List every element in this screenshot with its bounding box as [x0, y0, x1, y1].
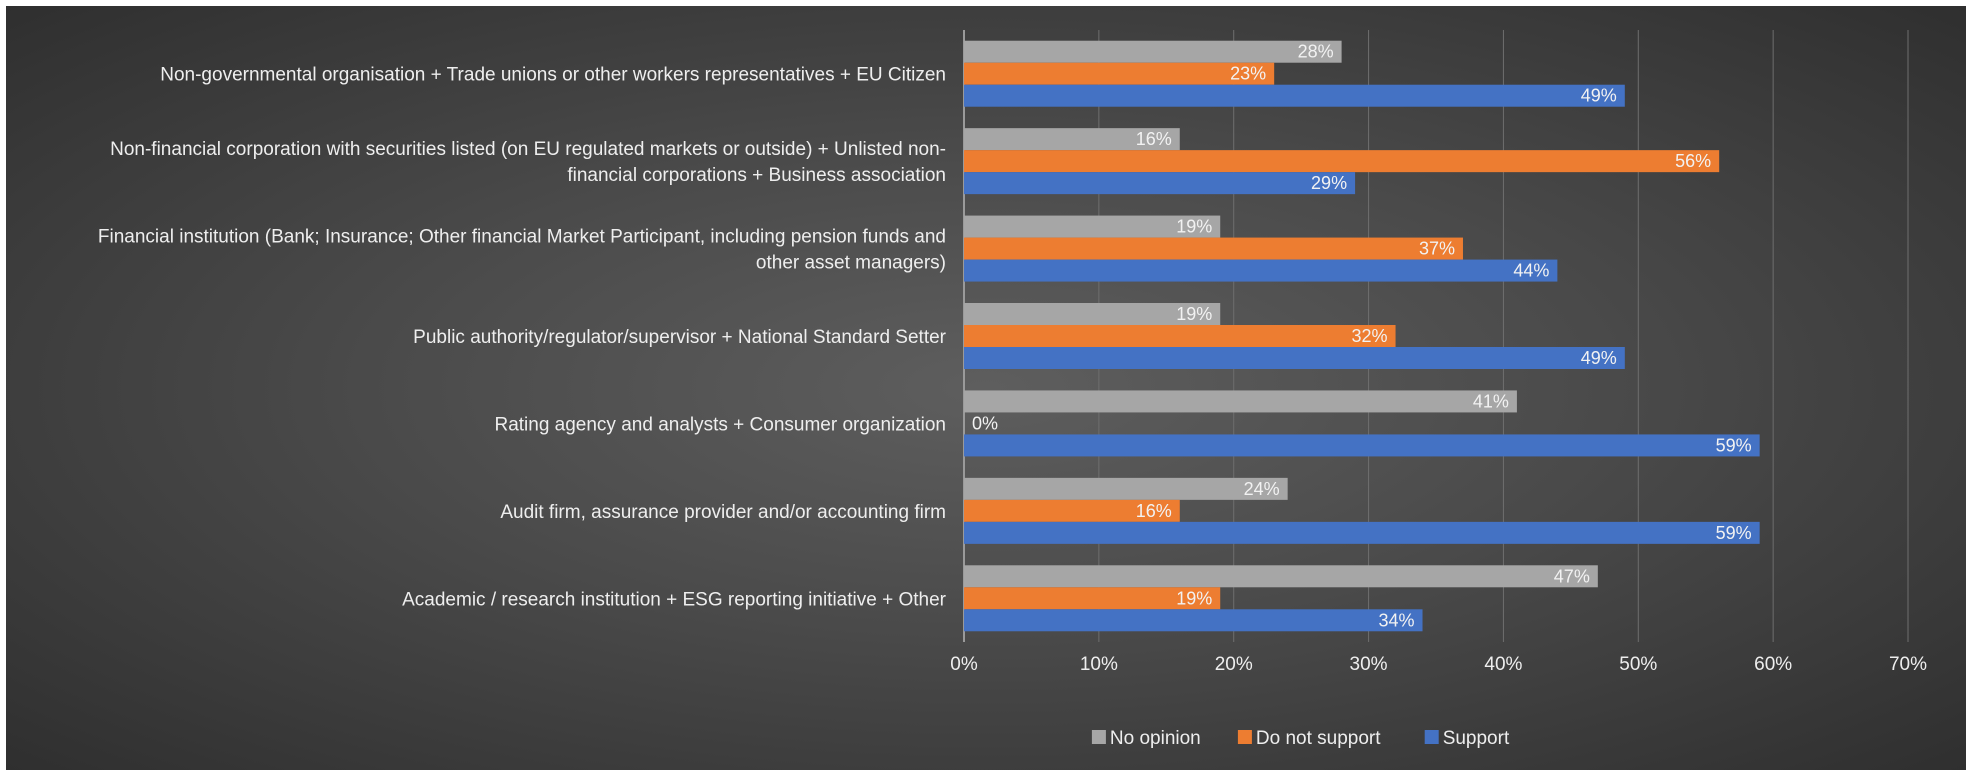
bar-do-not-support [964, 499, 1180, 522]
x-tick-label: 70% [1889, 654, 1927, 675]
data-label: 47% [1554, 566, 1590, 586]
bar-chart: 28% 16% 19% 19% 41% 24% 47% 23% 56% 37% 32% 0% 16% 19… [98, 30, 1927, 749]
legend-swatch [1091, 730, 1106, 744]
data-label: 41% [1473, 391, 1509, 411]
legend-swatch [1424, 730, 1439, 744]
data-label: 29% [1311, 173, 1347, 193]
legend-swatch [1237, 730, 1252, 744]
category-labels: Non-governmental organisation + Trade un… [98, 65, 947, 611]
bar-support [964, 434, 1760, 457]
legend-label: Do not support [1256, 728, 1381, 749]
data-label: 37% [1419, 239, 1455, 259]
bar-no-opinion [964, 477, 1288, 500]
bar-do-not-support [964, 587, 1221, 610]
data-label: 23% [1230, 64, 1266, 84]
bar-do-not-support [964, 150, 1720, 173]
bar-no-opinion [964, 215, 1221, 238]
x-tick-label: 40% [1484, 654, 1522, 675]
category-label: Non-financial corporation with securitie… [110, 139, 946, 160]
legend-label: No opinion [1110, 728, 1201, 749]
bar-support [964, 84, 1625, 107]
x-tick-label: 0% [950, 654, 978, 675]
data-label: 19% [1176, 304, 1212, 324]
legend-label: Support [1443, 728, 1510, 749]
bar-no-opinion [964, 390, 1517, 413]
data-label: 32% [1352, 326, 1388, 346]
bar-do-not-support [964, 325, 1396, 347]
bar-support [964, 172, 1356, 195]
bar-do-not-support [964, 237, 1463, 260]
data-label: 19% [1176, 217, 1212, 237]
x-tick-label: 50% [1619, 654, 1657, 675]
data-label: 24% [1244, 479, 1280, 499]
x-tick-label: 10% [1080, 654, 1118, 675]
bar-support [964, 259, 1558, 282]
bar-support [964, 521, 1760, 544]
category-label: other asset managers) [756, 253, 946, 274]
category-label: Financial institution (Bank; Insurance; … [98, 227, 946, 248]
category-label: Academic / research institution + ESG re… [402, 589, 947, 610]
category-label: Public authority/regulator/supervisor + … [413, 327, 946, 348]
x-tick-label: 30% [1350, 654, 1388, 675]
data-label: 16% [1136, 501, 1172, 521]
bar-no-opinion [964, 565, 1598, 588]
bar-do-not-support [964, 62, 1275, 85]
bar-no-opinion [964, 303, 1221, 325]
data-label: 49% [1581, 348, 1617, 368]
bars: 28% 16% 19% 19% 41% 24% 47% 23% 56% 37% 32% 0% 16% 19… [964, 40, 1760, 632]
chart-area: 28% 16% 19% 19% 41% 24% 47% 23% 56% 37% 32% 0% 16% 19… [6, 6, 1966, 770]
bar-support [964, 609, 1423, 632]
data-label: 56% [1675, 151, 1711, 171]
data-label: 16% [1136, 129, 1172, 149]
data-label: 0% [972, 413, 998, 433]
data-label: 59% [1716, 435, 1752, 455]
x-axis-ticks: 0% 10% 20% 30% 40% 50% 60% 70% [950, 654, 1927, 675]
data-label: 44% [1513, 261, 1549, 281]
bar-no-opinion [964, 128, 1180, 151]
category-label: Non-governmental organisation + Trade un… [160, 65, 946, 86]
category-label: financial corporations + Business associ… [567, 165, 946, 186]
x-tick-label: 60% [1754, 654, 1792, 675]
data-label: 34% [1378, 610, 1414, 630]
x-tick-label: 20% [1215, 654, 1253, 675]
legend: No opinion Do not support Support [1091, 728, 1510, 749]
data-label: 28% [1298, 42, 1334, 62]
data-label: 49% [1581, 86, 1617, 106]
category-label: Rating agency and analysts + Consumer or… [494, 414, 946, 435]
data-label: 19% [1176, 588, 1212, 608]
bar-no-opinion [964, 40, 1342, 63]
bar-support [964, 347, 1625, 369]
data-label: 59% [1716, 523, 1752, 543]
category-label: Audit firm, assurance provider and/or ac… [500, 502, 946, 523]
